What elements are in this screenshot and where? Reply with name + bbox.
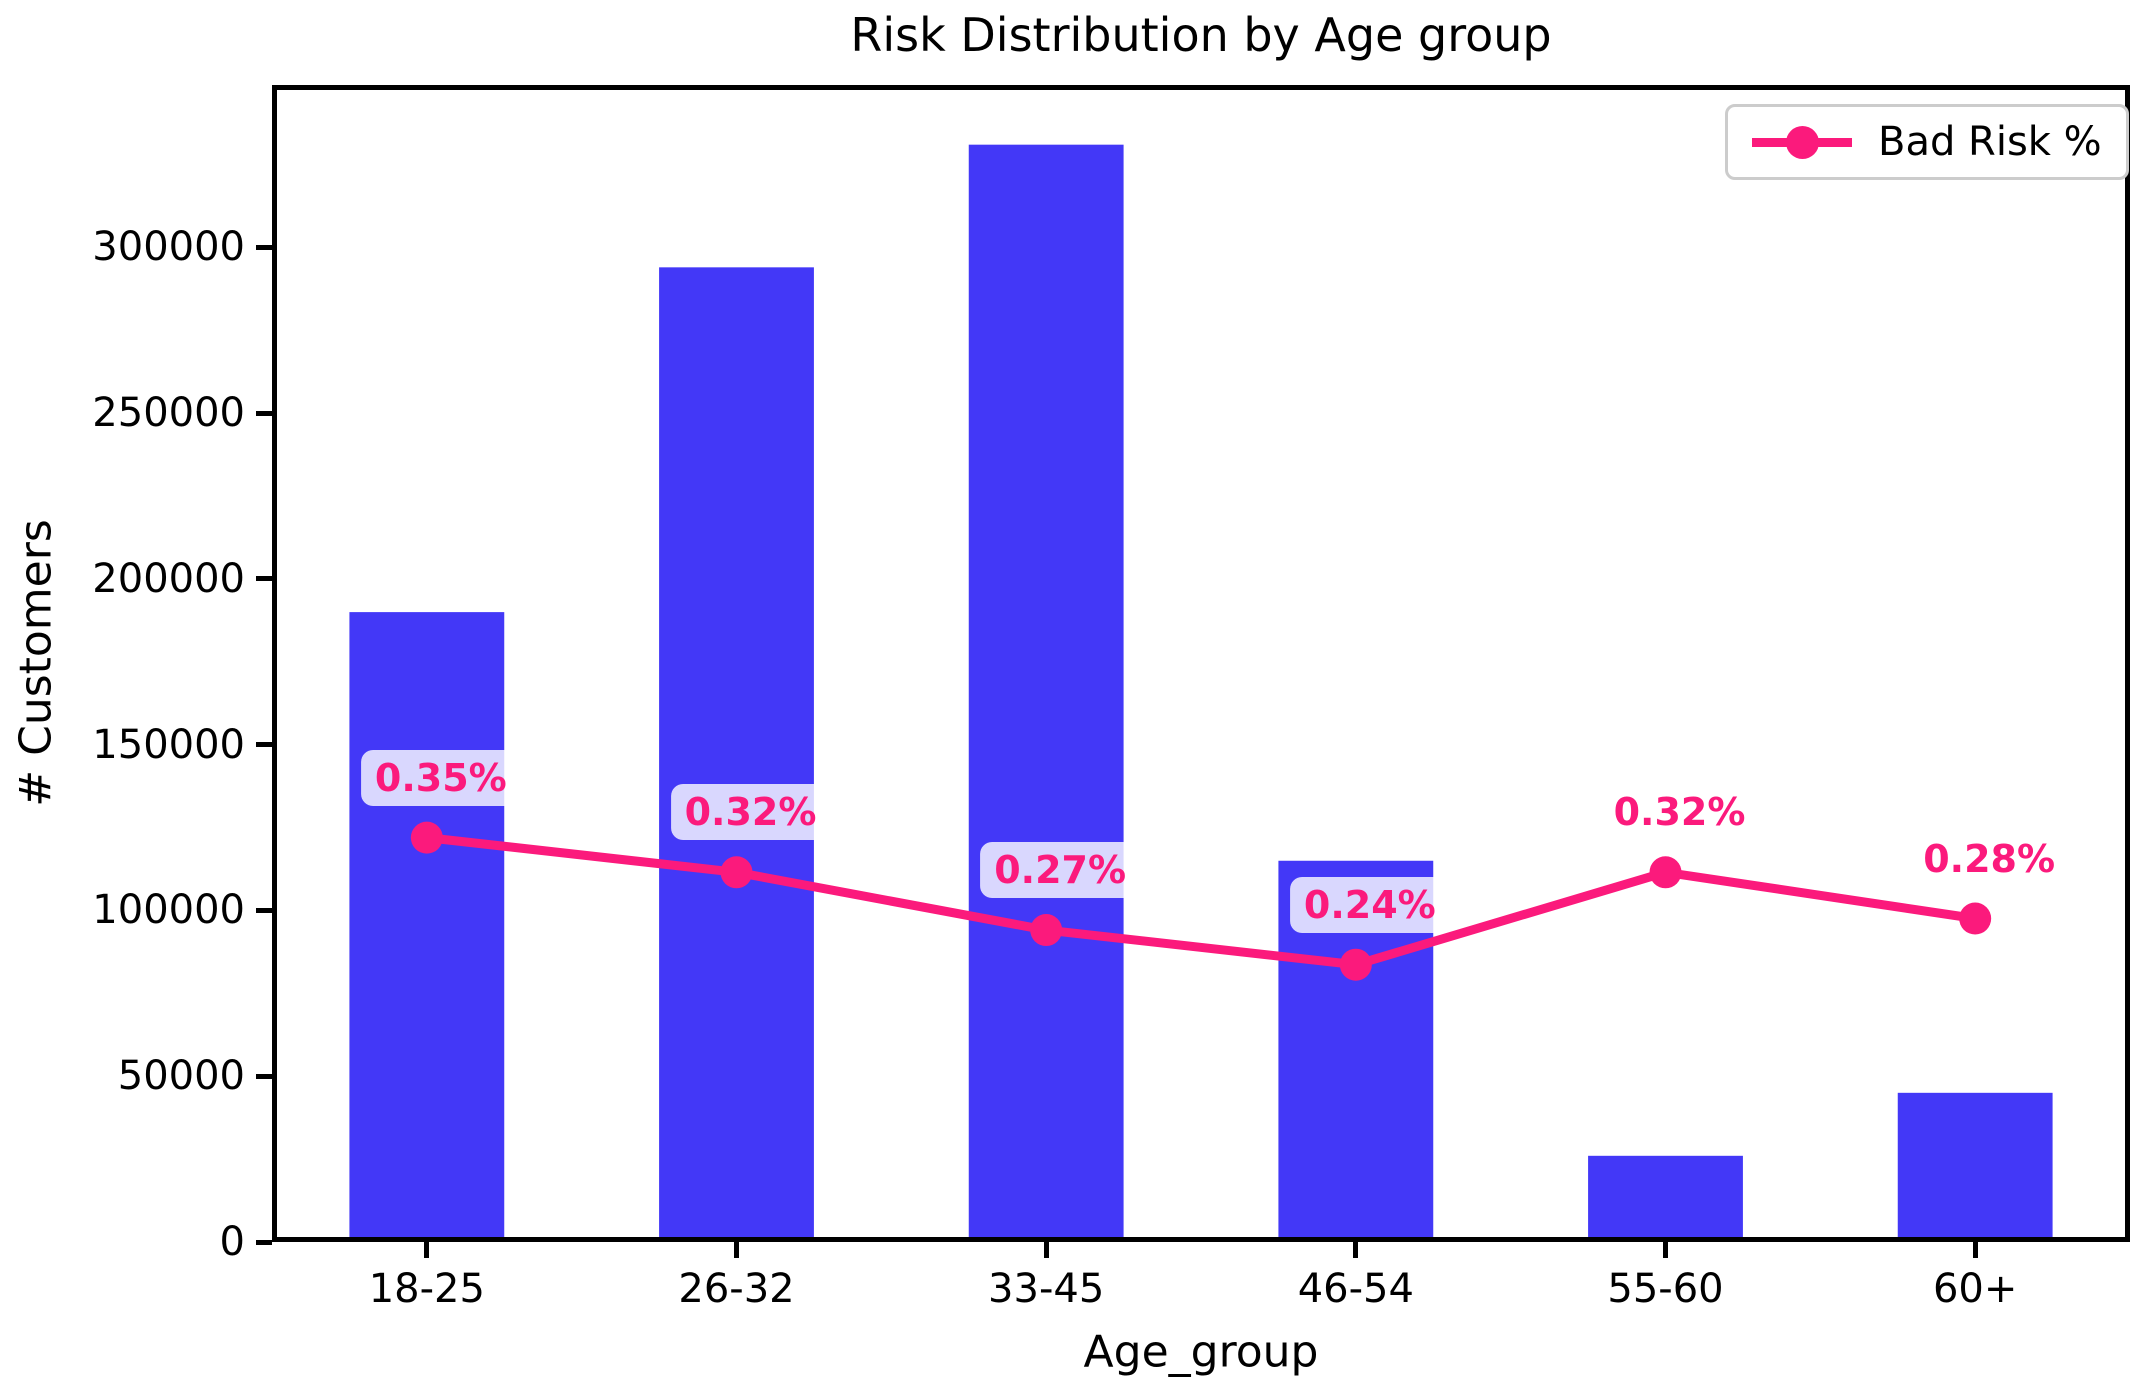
y-tick-mark: [256, 576, 272, 582]
x-tick-label: 26-32: [678, 1266, 795, 1312]
y-tick-mark: [256, 410, 272, 416]
x-tick-label: 60+: [1932, 1266, 2018, 1312]
bad-risk-label-33-45: 0.27%: [980, 842, 1141, 899]
bar-60+: [1897, 1092, 2053, 1242]
plot-area: [272, 85, 2130, 1242]
legend: Bad Risk %: [1725, 104, 2129, 180]
bad-risk-line: [426, 833, 1976, 970]
legend-dot-swatch: [1786, 126, 1819, 159]
axes-frame: [272, 85, 2130, 1242]
bar-33-45: [968, 144, 1124, 1242]
x-tick-mark: [424, 1242, 430, 1258]
x-tick-label: 55-60: [1607, 1266, 1724, 1312]
x-tick-label: 33-45: [988, 1266, 1105, 1312]
bad-risk-label-55-60: 0.32%: [1599, 784, 1760, 841]
line-marker-18-25: [410, 821, 443, 854]
y-tick-label: 50000: [117, 1053, 245, 1100]
bad-risk-label-26-32: 0.32%: [670, 784, 831, 841]
legend-line-marker-icon: [1752, 124, 1852, 160]
x-tick-mark: [734, 1242, 739, 1258]
bad-risk-label-18-25: 0.35%: [360, 749, 521, 806]
line-marker-55-60: [1649, 856, 1682, 889]
y-tick-label: 0: [219, 1219, 245, 1265]
x-tick-mark: [1972, 1242, 1978, 1258]
y-tick-mark: [256, 244, 272, 250]
bad-risk-label-46-54: 0.24%: [1289, 876, 1450, 933]
y-tick-mark: [256, 1239, 272, 1245]
line-marker-33-45: [1030, 914, 1063, 947]
bar-18-25: [349, 612, 505, 1242]
bar-55-60: [1588, 1155, 1743, 1242]
x-tick-mark: [1043, 1242, 1049, 1258]
x-axis-label: Age_group: [1083, 1326, 1319, 1378]
legend-entry-label: Bad Risk %: [1878, 119, 2102, 165]
y-tick-mark: [256, 907, 272, 913]
chart-title: Risk Distribution by Age group: [850, 8, 1552, 62]
bar-26-32: [659, 267, 814, 1242]
y-tick-label: 150000: [92, 721, 245, 768]
x-tick-label: 18-25: [368, 1266, 485, 1312]
bad-risk-label-60+: 0.28%: [1909, 830, 2070, 887]
y-tick-mark: [256, 742, 272, 748]
line-marker-26-32: [720, 856, 753, 889]
x-tick-label: 46-54: [1297, 1266, 1414, 1312]
x-tick-mark: [1353, 1242, 1359, 1258]
y-tick-label: 250000: [92, 390, 245, 437]
y-tick-label: 200000: [92, 555, 245, 602]
y-tick-label: 100000: [92, 887, 245, 934]
line-marker-46-54: [1339, 948, 1372, 981]
y-tick-mark: [256, 1073, 272, 1079]
y-tick-label: 300000: [92, 224, 245, 271]
line-marker-60+: [1959, 902, 1992, 935]
x-tick-mark: [1663, 1242, 1668, 1258]
